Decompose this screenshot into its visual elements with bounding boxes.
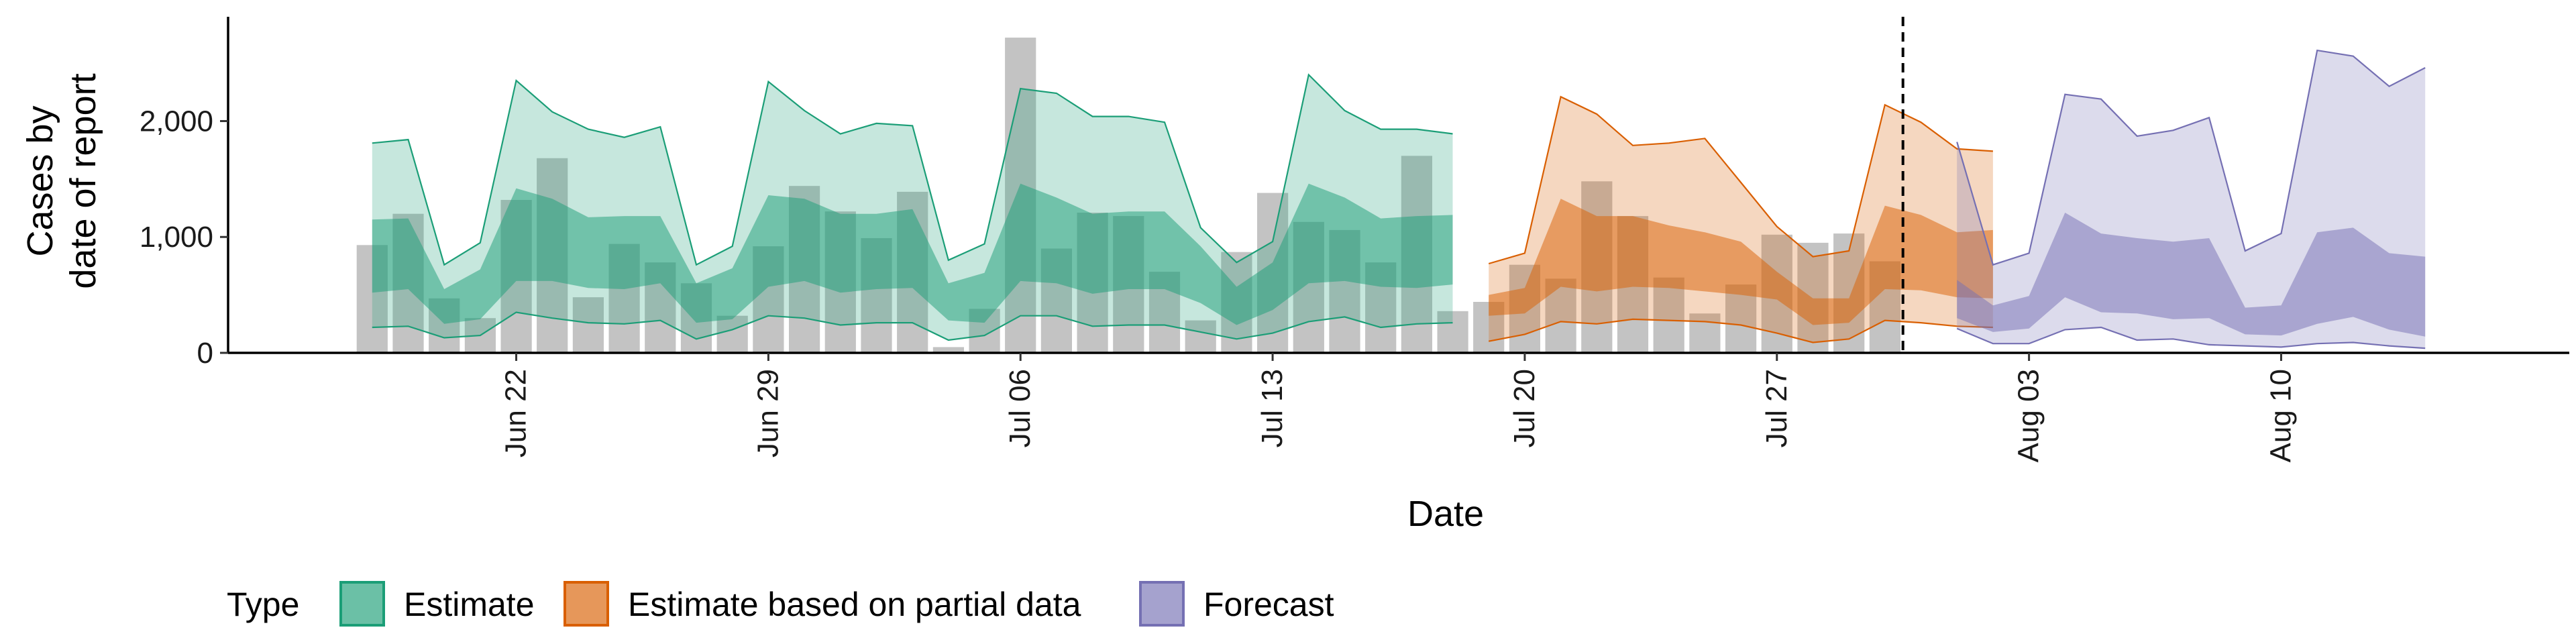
- estimate-ribbons: [372, 49, 2426, 350]
- x-tick-label: Jun 22: [500, 369, 533, 458]
- reported-cases-bar: [572, 297, 604, 353]
- legend-label: Estimate based on partial data: [628, 586, 1081, 623]
- x-tick-label: Jul 20: [1508, 369, 1541, 447]
- legend-key: [1139, 581, 1185, 627]
- y-axis-title-line-1: Cases by: [20, 105, 60, 256]
- ribbon-50: [1489, 199, 1993, 325]
- ribbon-90-upper-edge: [372, 73, 1453, 266]
- x-tick-label: Aug 10: [2264, 369, 2297, 462]
- legend: Type Estimate Estimate based on partial da…: [227, 581, 1334, 627]
- reported-cases-bar: [1437, 311, 1468, 353]
- ribbon-90-upper-edge: [1488, 95, 1993, 265]
- x-tick-label: Aug 03: [2012, 369, 2045, 462]
- legend-key: [339, 581, 385, 627]
- reported-cases-bar: [932, 347, 964, 353]
- reported-cases-bar: [716, 315, 748, 353]
- legend-title: Type: [227, 586, 299, 623]
- ribbon-90-lower-edge: [372, 311, 1453, 341]
- ribbon-50: [372, 183, 1453, 325]
- ribbon-50: [1957, 213, 2426, 337]
- x-axis-title: Date: [1407, 494, 1484, 534]
- reported-cases-bar: [1185, 320, 1216, 353]
- legend-key: [564, 581, 609, 627]
- legend-label: Estimate: [404, 586, 535, 623]
- y-tick-label: 2,000: [140, 105, 213, 138]
- ribbon-90-lower-edge: [1488, 318, 1993, 343]
- y-axis-title-line-2: date of report: [63, 73, 103, 288]
- reported-cases-bar: [1689, 313, 1721, 353]
- x-tick-label: Jul 13: [1256, 369, 1289, 447]
- x-tick-label: Jul 06: [1004, 369, 1036, 447]
- reported-cases-bar: [1653, 277, 1684, 353]
- x-tick-label: Jul 27: [1760, 369, 1793, 447]
- x-tick-label: Jun 29: [751, 369, 784, 458]
- axes: 0 1,000 2,000 Jun 22 Jun 29 Jul 06 Jul 13 Jul 2…: [20, 17, 2569, 534]
- ribbon-90-lower-edge: [1956, 326, 2426, 350]
- y-tick-label: 0: [197, 337, 213, 370]
- ribbon-90-upper-edge: [1956, 49, 2426, 266]
- y-tick-label: 1,000: [140, 221, 213, 254]
- legend-label: Forecast: [1203, 586, 1334, 623]
